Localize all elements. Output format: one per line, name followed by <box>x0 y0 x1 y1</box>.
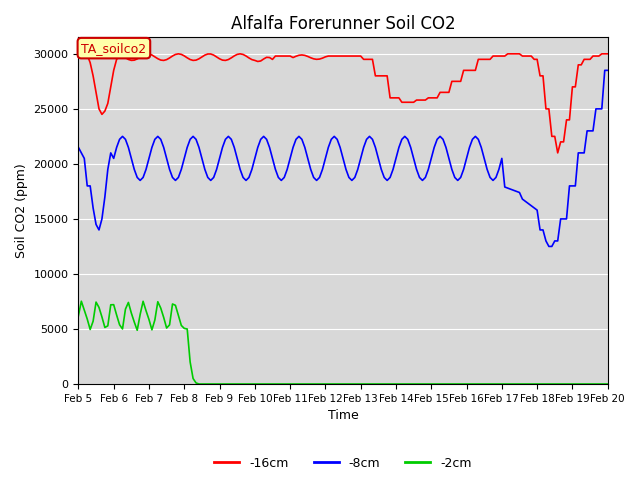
Line: -16cm: -16cm <box>79 53 608 153</box>
-8cm <box>330 133 338 139</box>
-2cm <box>77 299 85 304</box>
Text: TA_soilco2: TA_soilco2 <box>81 42 147 55</box>
Legend: -16cm, -8cm, -2cm: -16cm, -8cm, -2cm <box>209 452 477 475</box>
-16cm <box>81 50 88 56</box>
-8cm <box>154 133 162 139</box>
-16cm <box>333 53 341 59</box>
-2cm <box>336 381 344 387</box>
Y-axis label: Soil CO2 (ppm): Soil CO2 (ppm) <box>15 163 28 258</box>
Line: -8cm: -8cm <box>79 71 608 246</box>
-8cm <box>221 136 229 142</box>
-8cm <box>75 144 83 150</box>
-8cm <box>604 68 612 73</box>
-16cm <box>122 55 129 60</box>
-2cm <box>75 313 83 319</box>
Title: Alfalfa Forerunner Soil CO2: Alfalfa Forerunner Soil CO2 <box>231 15 455 33</box>
-8cm <box>513 189 520 194</box>
Line: -2cm: -2cm <box>79 301 608 384</box>
-8cm <box>601 68 609 73</box>
-16cm <box>516 51 524 57</box>
-2cm <box>122 306 129 312</box>
-2cm <box>518 381 526 387</box>
-8cm <box>328 136 335 142</box>
-8cm <box>118 133 126 139</box>
-2cm <box>195 381 203 387</box>
-8cm <box>545 243 553 249</box>
-16cm <box>225 57 232 62</box>
-2cm <box>333 381 341 387</box>
-2cm <box>604 381 612 387</box>
-2cm <box>227 381 235 387</box>
-16cm <box>75 51 83 57</box>
X-axis label: Time: Time <box>328 409 358 422</box>
-2cm <box>157 305 164 311</box>
-16cm <box>604 51 612 57</box>
-16cm <box>554 150 561 156</box>
-16cm <box>330 53 338 59</box>
-16cm <box>157 57 164 63</box>
